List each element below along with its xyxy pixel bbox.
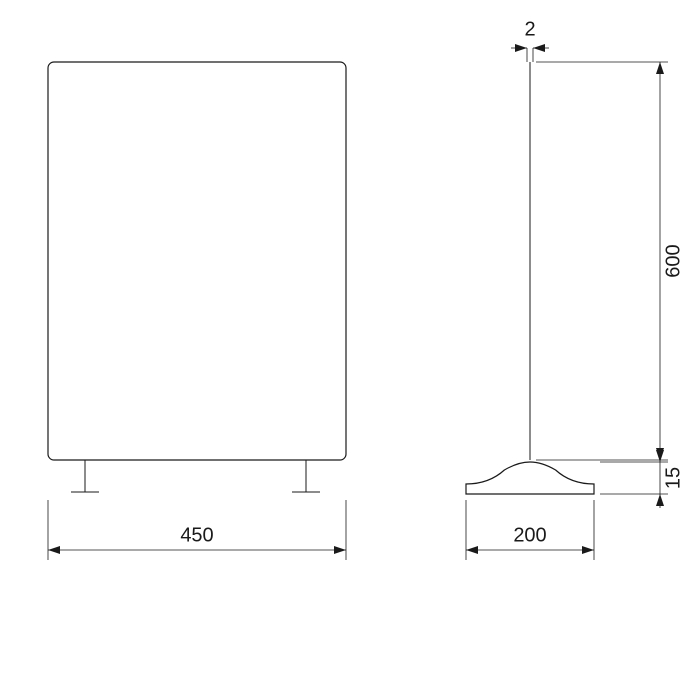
- dim-value-height: 600: [662, 244, 684, 277]
- dim-value-thickness: 2: [524, 18, 535, 40]
- dim-value-side-width: 200: [513, 524, 546, 546]
- dim-arrow: [533, 44, 545, 52]
- dimension-drawing: 450 2 200 600 15: [0, 0, 700, 700]
- dim-arrow: [466, 546, 478, 554]
- dim-value-front-width: 450: [180, 524, 213, 546]
- dim-arrow: [515, 44, 527, 52]
- dim-value-base-height: 15: [662, 467, 684, 489]
- dim-arrow: [656, 494, 664, 506]
- side-base: [466, 462, 594, 494]
- dim-arrow: [582, 546, 594, 554]
- dim-arrow: [656, 62, 664, 74]
- dim-arrow: [48, 546, 60, 554]
- dim-arrow: [334, 546, 346, 554]
- front-panel: [48, 62, 346, 460]
